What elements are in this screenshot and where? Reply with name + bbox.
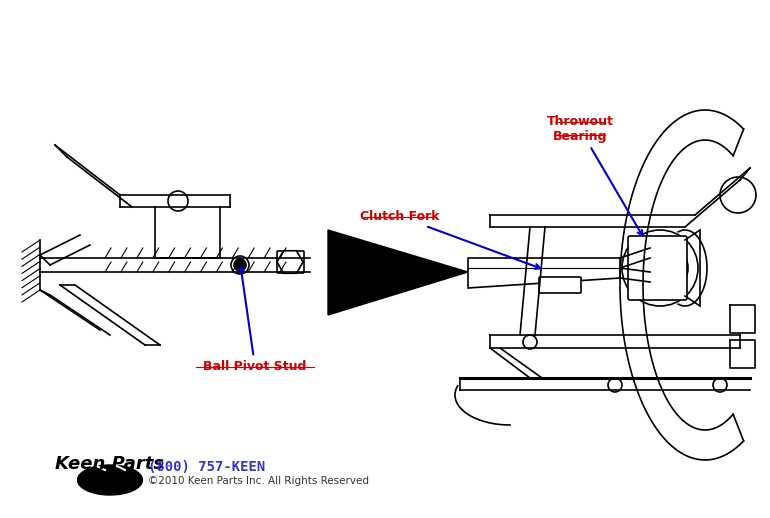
FancyBboxPatch shape [628,236,687,300]
Circle shape [234,259,246,271]
Polygon shape [277,251,303,274]
Text: ©2010 Keen Parts Inc. All Rights Reserved: ©2010 Keen Parts Inc. All Rights Reserve… [148,476,369,486]
Ellipse shape [78,465,142,495]
Polygon shape [328,230,468,315]
Text: (800) 757-KEEN: (800) 757-KEEN [148,460,265,474]
Text: Ball Pivot Stud: Ball Pivot Stud [203,267,306,373]
Text: Throwout
Bearing: Throwout Bearing [547,115,642,236]
Text: Keen Parts: Keen Parts [55,455,164,473]
FancyBboxPatch shape [277,251,304,273]
Polygon shape [468,258,620,288]
FancyBboxPatch shape [539,277,581,293]
Text: Clutch Fork: Clutch Fork [360,210,541,269]
